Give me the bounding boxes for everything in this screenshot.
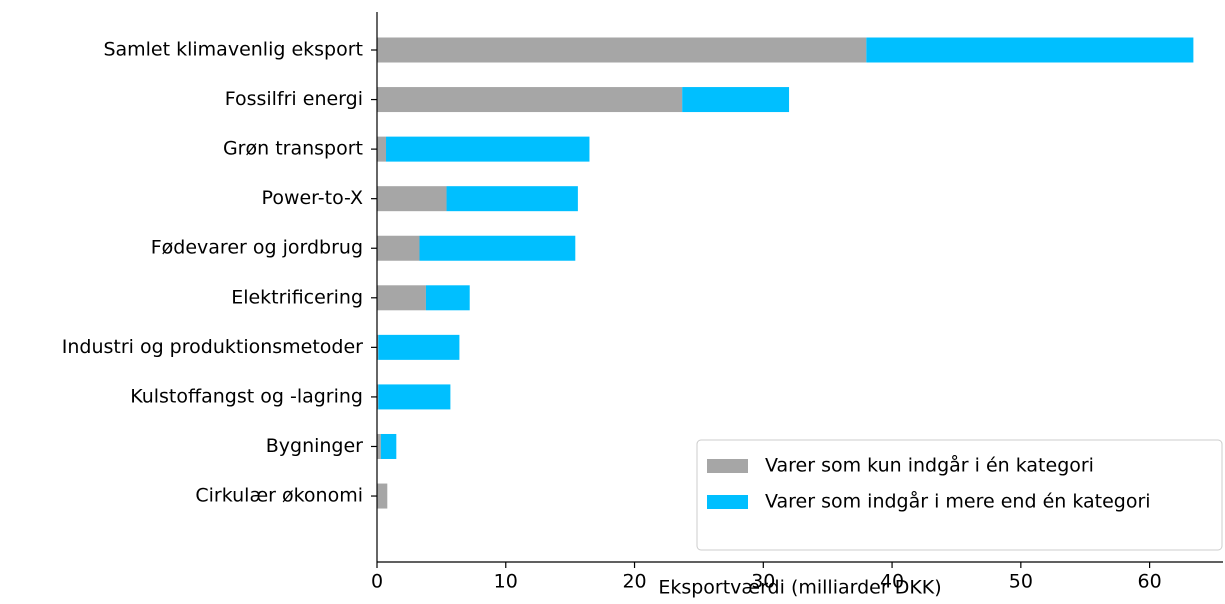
- legend-box: [696, 439, 1223, 551]
- legend-label: Varer som indgår i mere end én kategori: [765, 490, 1151, 513]
- y-tick-label: Fossilfri energi: [225, 88, 363, 110]
- x-tick-label: 10: [494, 571, 518, 593]
- bar: [378, 384, 451, 410]
- bar: [425, 285, 470, 311]
- legend-swatch: [707, 495, 748, 509]
- bar: [377, 186, 447, 212]
- y-tick-label: Bygninger: [266, 435, 363, 457]
- x-tick-label: 60: [1138, 571, 1162, 593]
- x-tick-label: 30: [751, 571, 775, 593]
- y-tick-label: Elektrificering: [231, 286, 363, 308]
- x-axis-label: Eksportværdi (milliarder DKK): [658, 577, 941, 599]
- x-tick-label: 40: [880, 571, 904, 593]
- bar: [377, 136, 387, 162]
- bar: [682, 87, 790, 113]
- y-tick-label: Cirkulær økonomi: [195, 485, 363, 507]
- legend-label: Varer som kun indgår i én kategori: [765, 454, 1094, 477]
- bar: [866, 37, 1194, 63]
- bar: [377, 384, 379, 410]
- y-tick-label: Industri og produktionsmetoder: [62, 336, 363, 358]
- bar: [419, 235, 576, 261]
- bar: [377, 235, 420, 261]
- y-tick-label: Grøn transport: [223, 138, 363, 160]
- x-tick-label: 20: [622, 571, 646, 593]
- bar: [377, 433, 381, 459]
- x-tick-label: 0: [371, 571, 383, 593]
- bar: [378, 334, 460, 360]
- legend-swatch: [707, 459, 748, 473]
- bar: [380, 433, 397, 459]
- bar: [377, 334, 379, 360]
- y-tick-label: Kulstoffangst og -lagring: [130, 385, 363, 407]
- bar: [377, 87, 683, 113]
- y-tick-label: Power-to-X: [262, 187, 363, 209]
- bar: [377, 483, 388, 509]
- y-tick-label: Samlet klimavenlig eksport: [103, 39, 363, 61]
- bar: [386, 136, 590, 162]
- bar: [377, 37, 867, 63]
- x-tick-label: 50: [1009, 571, 1033, 593]
- bar: [446, 186, 578, 212]
- bar: [377, 285, 426, 311]
- y-tick-label: Fødevarer og jordbrug: [151, 237, 363, 259]
